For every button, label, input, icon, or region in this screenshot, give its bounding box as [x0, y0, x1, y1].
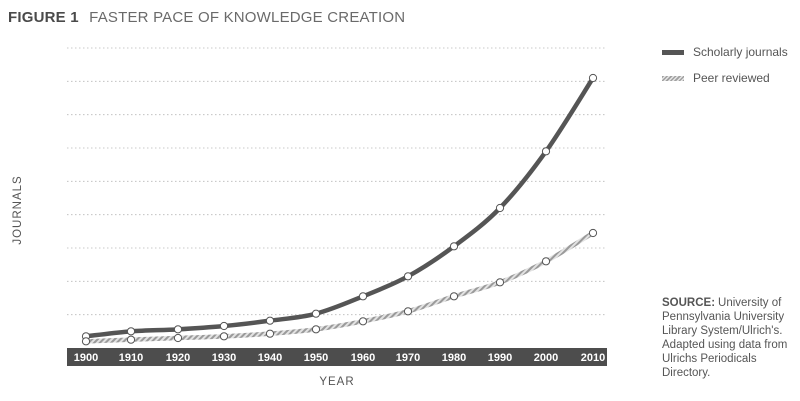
data-point-peer-reviewed	[219, 332, 229, 341]
x-tick-label: 1990	[488, 352, 512, 364]
data-point-peer-reviewed	[311, 325, 321, 334]
figure-title: FASTER PACE OF KNOWLEDGE CREATION	[89, 9, 406, 26]
data-point-peer-reviewed	[358, 317, 368, 326]
legend: Scholarly journals Peer reviewed	[662, 42, 788, 94]
x-tick-label: 1970	[396, 352, 420, 364]
x-axis-title: YEAR	[319, 376, 354, 388]
legend-swatch-hatched	[662, 75, 684, 81]
x-tick-label: 1920	[166, 352, 190, 364]
data-point-scholarly-journals	[495, 203, 505, 213]
data-point-peer-reviewed	[541, 257, 551, 266]
data-point-scholarly-journals	[358, 292, 368, 301]
series-line-scholarly-journals	[83, 75, 596, 339]
source-text: University of Pennsylvania University Li…	[662, 297, 788, 379]
x-tick-label: 1940	[258, 352, 282, 364]
x-axis-band	[67, 348, 607, 366]
legend-swatch-solid	[662, 49, 684, 55]
data-point-scholarly-journals	[311, 309, 321, 318]
data-point-peer-reviewed	[403, 307, 413, 316]
legend-item-peer-reviewed: Peer reviewed	[662, 68, 788, 88]
legend-item-scholarly-journals: Scholarly journals	[662, 42, 788, 62]
data-point-scholarly-journals	[541, 147, 551, 156]
x-tick-label: 1910	[119, 352, 143, 364]
data-point-peer-reviewed	[449, 292, 459, 301]
legend-label: Scholarly journals	[693, 45, 788, 59]
data-point-peer-reviewed	[126, 335, 136, 344]
data-point-scholarly-journals	[403, 272, 413, 281]
data-point-peer-reviewed	[81, 337, 91, 346]
series-line-peer-reviewed	[83, 230, 596, 344]
y-axis-title: JOURNALS	[12, 175, 24, 244]
data-point-scholarly-journals	[449, 242, 459, 251]
x-tick-label: 2000	[534, 352, 558, 364]
x-tick-label: 1950	[304, 352, 328, 364]
x-tick-label: 1960	[351, 352, 375, 364]
data-point-scholarly-journals	[126, 327, 136, 336]
x-tick-label: 1980	[442, 352, 466, 364]
data-point-peer-reviewed	[173, 333, 183, 343]
x-tick-label: 2010	[581, 352, 605, 364]
figure-label: FIGURE 1	[8, 9, 79, 26]
data-point-scholarly-journals	[588, 73, 598, 83]
data-point-scholarly-journals	[219, 321, 229, 331]
data-point-peer-reviewed	[588, 228, 598, 238]
data-point-scholarly-journals	[173, 325, 183, 334]
x-axis-tick-labels: 1900 1910 1920 1930 1940 1950 1960 1970 1980 1990…	[74, 352, 605, 364]
source-label: SOURCE:	[662, 297, 716, 309]
data-point-peer-reviewed	[495, 278, 505, 287]
data-point-scholarly-journals	[265, 316, 275, 325]
series-lines	[83, 75, 596, 344]
source-note: SOURCE: University of Pennsylvania Univer…	[662, 296, 797, 380]
figure-header: FIGURE 1 FASTER PACE OF KNOWLEDGE CREATI…	[8, 9, 405, 26]
data-markers	[81, 73, 598, 346]
legend-label: Peer reviewed	[693, 71, 770, 85]
data-point-peer-reviewed	[265, 329, 275, 338]
x-tick-label: 1900	[74, 352, 98, 364]
x-tick-label: 1930	[212, 352, 236, 364]
